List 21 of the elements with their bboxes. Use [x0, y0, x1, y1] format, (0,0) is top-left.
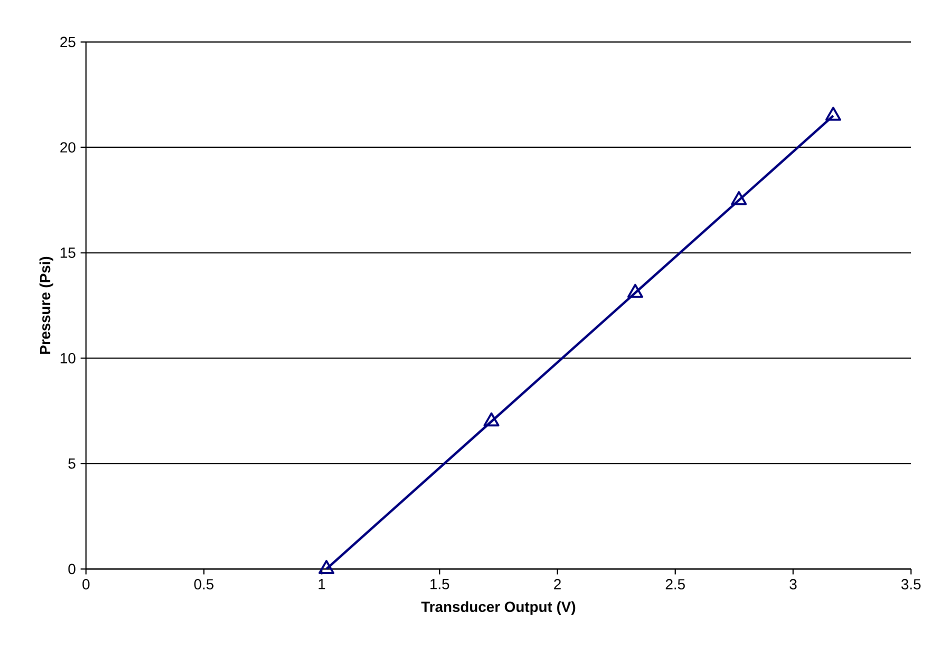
y-tick-label: 0 [68, 564, 76, 574]
x-tick-label: 0.5 [194, 579, 214, 590]
point [825, 106, 842, 121]
y-tick-label: 25 [60, 36, 76, 48]
x-tick-label: 2.5 [666, 579, 685, 590]
point [318, 560, 334, 574]
x-tick-label: 0 [82, 579, 90, 590]
point [731, 191, 747, 206]
y-tick-label: 10 [60, 353, 76, 364]
point [627, 284, 644, 298]
x-tick-label: 3.5 [901, 579, 921, 590]
x-axis-title: Transducer Output (V) [421, 601, 576, 615]
point [484, 412, 500, 426]
y-tick-label: 5 [68, 458, 76, 469]
y-tick-label: 20 [60, 142, 76, 153]
x-tick-label: 1 [318, 579, 326, 590]
y-axis-title: Pressure (Psi) [39, 256, 54, 354]
y-tick-label: 15 [60, 248, 76, 258]
x-tick-label: 3 [790, 579, 797, 590]
x-tick-label: 2 [554, 579, 561, 590]
x-tick-label: 1.5 [430, 579, 450, 590]
